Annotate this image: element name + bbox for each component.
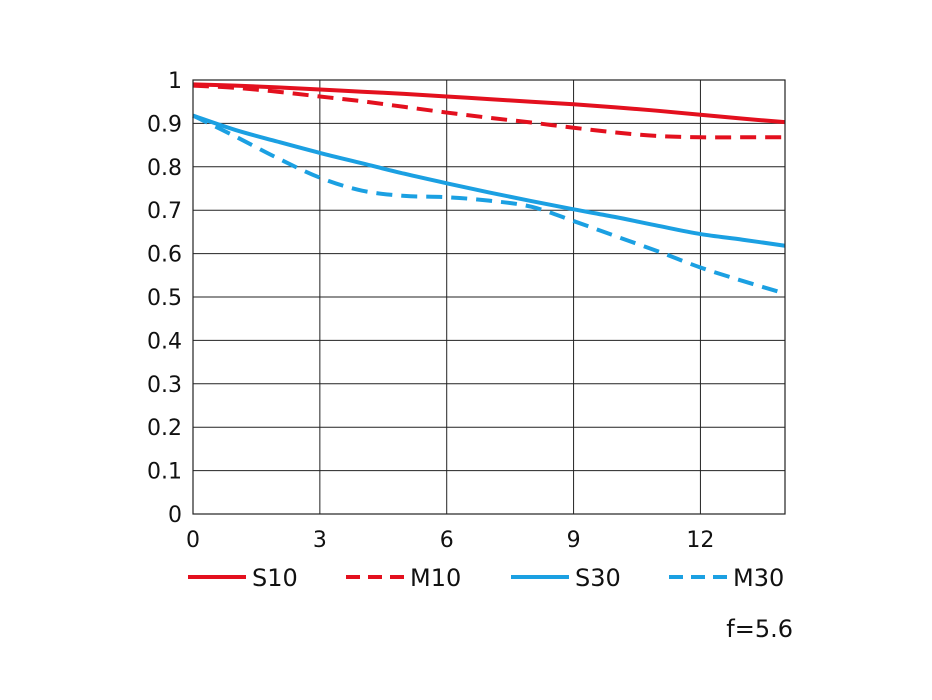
series-line-s10 <box>192 82 786 125</box>
aperture-note: f=5.6 <box>726 615 793 643</box>
x-tick-label: 3 <box>313 528 327 553</box>
x-tick-label: 0 <box>186 528 200 553</box>
y-tick-label: 0.1 <box>147 460 182 485</box>
y-tick-label: 0.9 <box>147 112 182 137</box>
legend: S10 M10 S30 M30 <box>188 564 784 592</box>
y-tick-label: 0 <box>168 503 182 528</box>
y-tick-label: 0.7 <box>147 199 182 224</box>
y-tick-label: 0.3 <box>147 373 182 398</box>
legend-label-m30: M30 <box>733 564 784 592</box>
plot-frame <box>192 79 786 515</box>
x-tick-labels: 0 3 6 9 12 <box>186 528 714 553</box>
series-line-s30 <box>192 113 786 248</box>
legend-label-s10: S10 <box>252 564 298 592</box>
y-tick-label: 0.2 <box>147 416 182 441</box>
x-tick-label: 6 <box>440 528 454 553</box>
series-line-m30 <box>192 113 786 296</box>
y-tick-label: 0.8 <box>147 156 182 181</box>
y-tick-label: 0.6 <box>147 243 182 268</box>
series-lines <box>192 82 786 296</box>
y-tick-labels: 0 0.1 0.2 0.3 0.4 0.5 0.6 0.7 0.8 0.9 1 <box>147 69 182 528</box>
y-tick-label: 1 <box>168 69 182 94</box>
legend-label-m10: M10 <box>410 564 461 592</box>
x-tick-label: 9 <box>567 528 581 553</box>
y-tick-label: 0.4 <box>147 329 182 354</box>
x-tick-label: 12 <box>686 528 714 553</box>
y-tick-label: 0.5 <box>147 286 182 311</box>
legend-label-s30: S30 <box>575 564 621 592</box>
